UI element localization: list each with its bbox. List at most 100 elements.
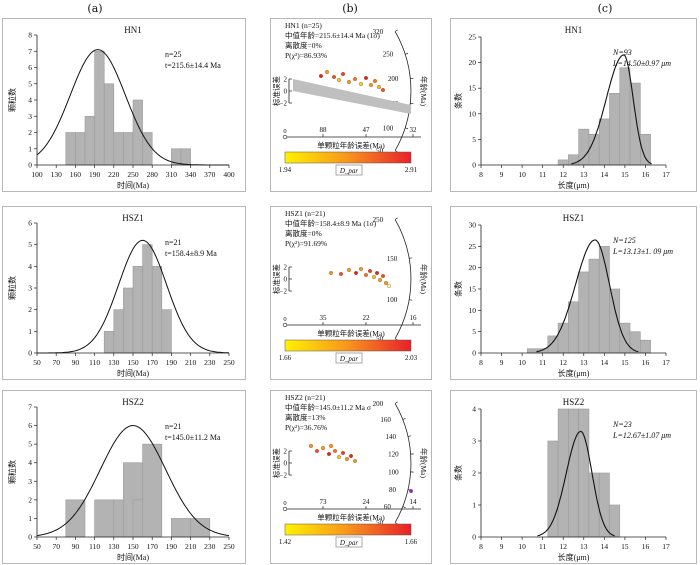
x-tick-label: 310: [166, 170, 178, 179]
dispersion-text: 离散度=0%: [285, 40, 322, 50]
y-axis-label: 条数: [453, 93, 463, 109]
x-tick-label: 110: [89, 358, 100, 367]
se-axis-label: 标准误差: [271, 76, 281, 106]
histogram-bar: [640, 339, 651, 354]
plot-title: HN1 (n=25): [285, 21, 322, 30]
scale-mid-label: D_par: [339, 167, 359, 175]
y-tick-label: 1: [28, 514, 32, 523]
age-tick-label: 50: [376, 147, 384, 155]
column-header-a: (a): [87, 2, 103, 15]
y-tick-label: 4: [28, 458, 32, 467]
x-tick-label: 190: [166, 358, 178, 367]
age-tick: [402, 506, 406, 508]
y-tick-label: 0: [472, 349, 476, 358]
y-tick-label: 7: [28, 47, 32, 56]
x-tick-label: 9: [500, 170, 504, 179]
grain-data-point: [359, 82, 363, 86]
x-tick-label: 15: [621, 358, 629, 367]
age-tick: [409, 257, 413, 259]
y-tick-label: 8: [28, 31, 32, 40]
precision-origin: [282, 506, 288, 512]
se-tick-label: −2: [280, 472, 288, 480]
dispersion-text: 离散度=13%: [285, 412, 325, 422]
precision-origin-label: 0: [283, 500, 286, 507]
x-tick-label: 15: [621, 170, 629, 179]
age-histogram-chart: HSZ1 50 70 90 110 130 150 170 190 210 230 250 0 1 2 3 4 5…: [7, 213, 235, 378]
precision-tick-label: 88: [320, 126, 328, 134]
age-tick-label: 50: [376, 335, 384, 343]
histogram-bar: [123, 287, 134, 354]
grain-data-point: [364, 76, 368, 80]
sample-count: n=21: [165, 238, 182, 247]
grain-data-point: [347, 80, 351, 84]
grain-data-point: [337, 78, 341, 82]
x-tick-label: 210: [185, 542, 197, 551]
x-tick-label: 16: [642, 170, 650, 179]
chart-title: HSZ2: [122, 397, 144, 407]
histogram-bar: [94, 50, 105, 166]
age-tick-label: 100: [383, 124, 394, 132]
x-tick-label: 13: [580, 170, 588, 179]
grain-data-point: [378, 278, 382, 282]
age-histogram-panel-hsz1: HSZ1 50 70 90 110 130 150 170 190 210 230 250 0 1 2 3 4 5…: [2, 206, 246, 380]
y-tick-label: 6: [28, 421, 32, 430]
precision-axis-label: 单颗粒年龄误差(Ma): [317, 512, 385, 522]
radial-plot-panel-hsz1: HSZ1 (n=21) 中值年龄=158.4±8.9 Ma (1σ) 离散度=0% P…: [270, 206, 432, 380]
scale-max-label: 1.66: [405, 538, 418, 546]
column-header-b: (b): [342, 2, 358, 15]
x-tick-label: 230: [204, 542, 216, 551]
y-tick-label: 4: [28, 262, 32, 271]
histogram-bar: [609, 504, 621, 538]
precision-tick-label: 73: [320, 498, 328, 506]
x-tick-label: 130: [108, 358, 120, 367]
y-axis-label: 条数: [453, 281, 463, 297]
grain-data-point: [373, 79, 377, 83]
precision-tick-label: 47: [363, 126, 371, 134]
scale-min-label: 1.66: [279, 354, 292, 362]
histogram-bar: [568, 408, 579, 538]
mean-length: L=12.67±1.07 μm: [612, 431, 671, 440]
scale-max-label: 2.91: [405, 166, 418, 174]
histogram-bar: [598, 118, 610, 166]
dpar-colour-scale: [284, 523, 412, 536]
x-tick-label: 17: [662, 358, 670, 367]
histogram-bar: [547, 335, 559, 354]
y-tick-label: 5: [472, 135, 476, 144]
length-distribution-curve: [571, 54, 652, 165]
histogram-bar: [557, 159, 569, 166]
histogram-bar: [629, 82, 641, 166]
length-distribution-curve: [536, 239, 639, 353]
histogram-bar: [123, 132, 134, 166]
se-tick-label: −2: [280, 100, 288, 108]
y-tick-label: 0: [472, 533, 476, 542]
dpar-colour-scale: [284, 339, 412, 352]
x-tick-label: 160: [70, 170, 82, 179]
x-tick-label: 11: [539, 542, 546, 551]
y-tick-label: 0: [472, 161, 476, 170]
x-axis-label: 长度(μm): [558, 552, 590, 562]
y-tick-label: 3: [28, 477, 32, 486]
scale-mid-label: D_par: [339, 355, 359, 363]
y-tick-label: 3: [472, 437, 476, 446]
histogram-bar: [142, 244, 153, 354]
histogram-bar: [568, 301, 579, 354]
x-tick-label: 170: [147, 358, 159, 367]
precision-tick-label: 14: [410, 498, 418, 506]
y-tick-label: 0: [28, 533, 32, 542]
histogram-bar: [113, 309, 124, 354]
age-histogram-panel-hsz2: HSZ2 50 70 90 110 130 150 170 190 210 230 250 0 1 2 3 4 5…: [2, 390, 246, 564]
x-tick-label: 400: [223, 170, 235, 179]
x-tick-label: 340: [185, 170, 197, 179]
x-tick-label: 16: [642, 542, 650, 551]
y-tick-label: 2: [472, 469, 476, 478]
grain-data-point: [321, 446, 325, 450]
histogram-bar: [598, 472, 610, 538]
chart-title: HSZ1: [563, 213, 585, 223]
length-histogram-panel-hsz2: HSZ2 8 9 10 11 12 13 14 15 16 17 0 1 2 3 4 长度(μm) 条数 N=23 L…: [450, 390, 697, 564]
x-tick-label: 9: [500, 358, 504, 367]
histogram-bar: [578, 408, 590, 538]
grain-data-point: [327, 452, 331, 456]
se-tick-label: 2: [284, 76, 288, 84]
age-tick-label: 250: [373, 216, 384, 224]
chart-title: HSZ1: [122, 213, 144, 223]
